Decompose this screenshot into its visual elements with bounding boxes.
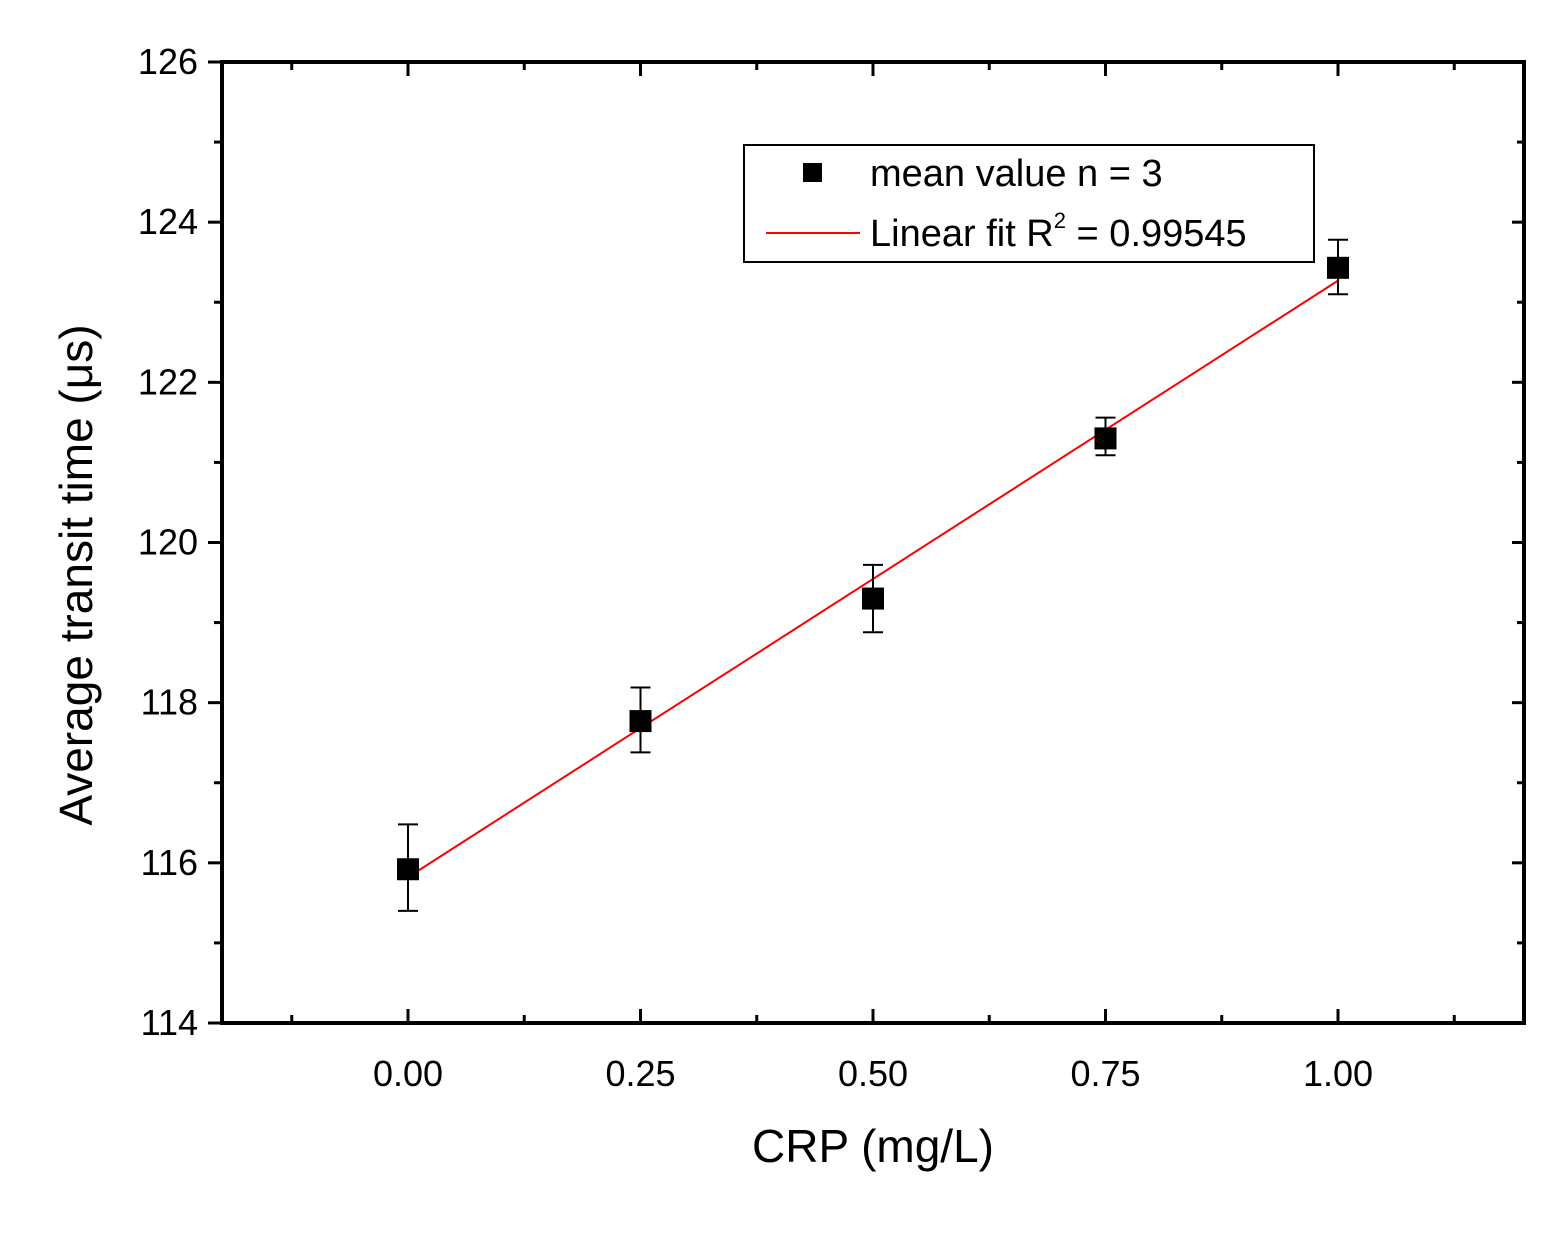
tick-labels: 0.00 0.25 0.50 0.75 1.00 114 116 118 120 122 124 12… xyxy=(138,41,1373,1094)
legend-box xyxy=(743,144,1315,263)
y-tick-label: 122 xyxy=(138,361,198,402)
data-point xyxy=(862,587,884,610)
data-point xyxy=(397,858,419,881)
plot-frame xyxy=(220,60,1526,1025)
y-tick-label: 124 xyxy=(138,201,198,242)
legend-label-linear-fit-text: Linear fit R xyxy=(870,213,1054,255)
y-tick-label: 116 xyxy=(141,842,198,883)
data-point xyxy=(1327,256,1349,279)
x-tick-label: 0.25 xyxy=(605,1053,675,1094)
y-axis-title: Average transit time (μs) xyxy=(50,324,102,825)
legend-marker-mean-value xyxy=(803,163,822,182)
x-tick-label: 0.50 xyxy=(838,1053,908,1094)
x-axis-title: CRP (mg/L) xyxy=(752,1120,994,1172)
x-tick-label: 1.00 xyxy=(1303,1053,1373,1094)
data-points-layer xyxy=(397,238,1349,912)
legend: mean value n = 3 Linear fit R2 = 0.99545 xyxy=(743,144,1315,263)
data-point xyxy=(1094,427,1117,450)
y-tick-label: 114 xyxy=(141,1002,198,1043)
legend-label-linear-fit: Linear fit R2 = 0.99545 xyxy=(870,208,1247,255)
y-tick-label: 118 xyxy=(141,682,198,723)
y-tick-label: 126 xyxy=(138,41,198,82)
x-tick-label: 0.75 xyxy=(1070,1053,1140,1094)
legend-label-linear-fit-sup: 2 xyxy=(1054,208,1066,233)
y-tick-label: 120 xyxy=(138,522,198,563)
legend-label-mean-value: mean value n = 3 xyxy=(870,153,1163,195)
data-point xyxy=(629,710,652,733)
x-tick-label: 0.00 xyxy=(373,1053,443,1094)
legend-label-linear-fit-tail: = 0.99545 xyxy=(1066,213,1247,255)
